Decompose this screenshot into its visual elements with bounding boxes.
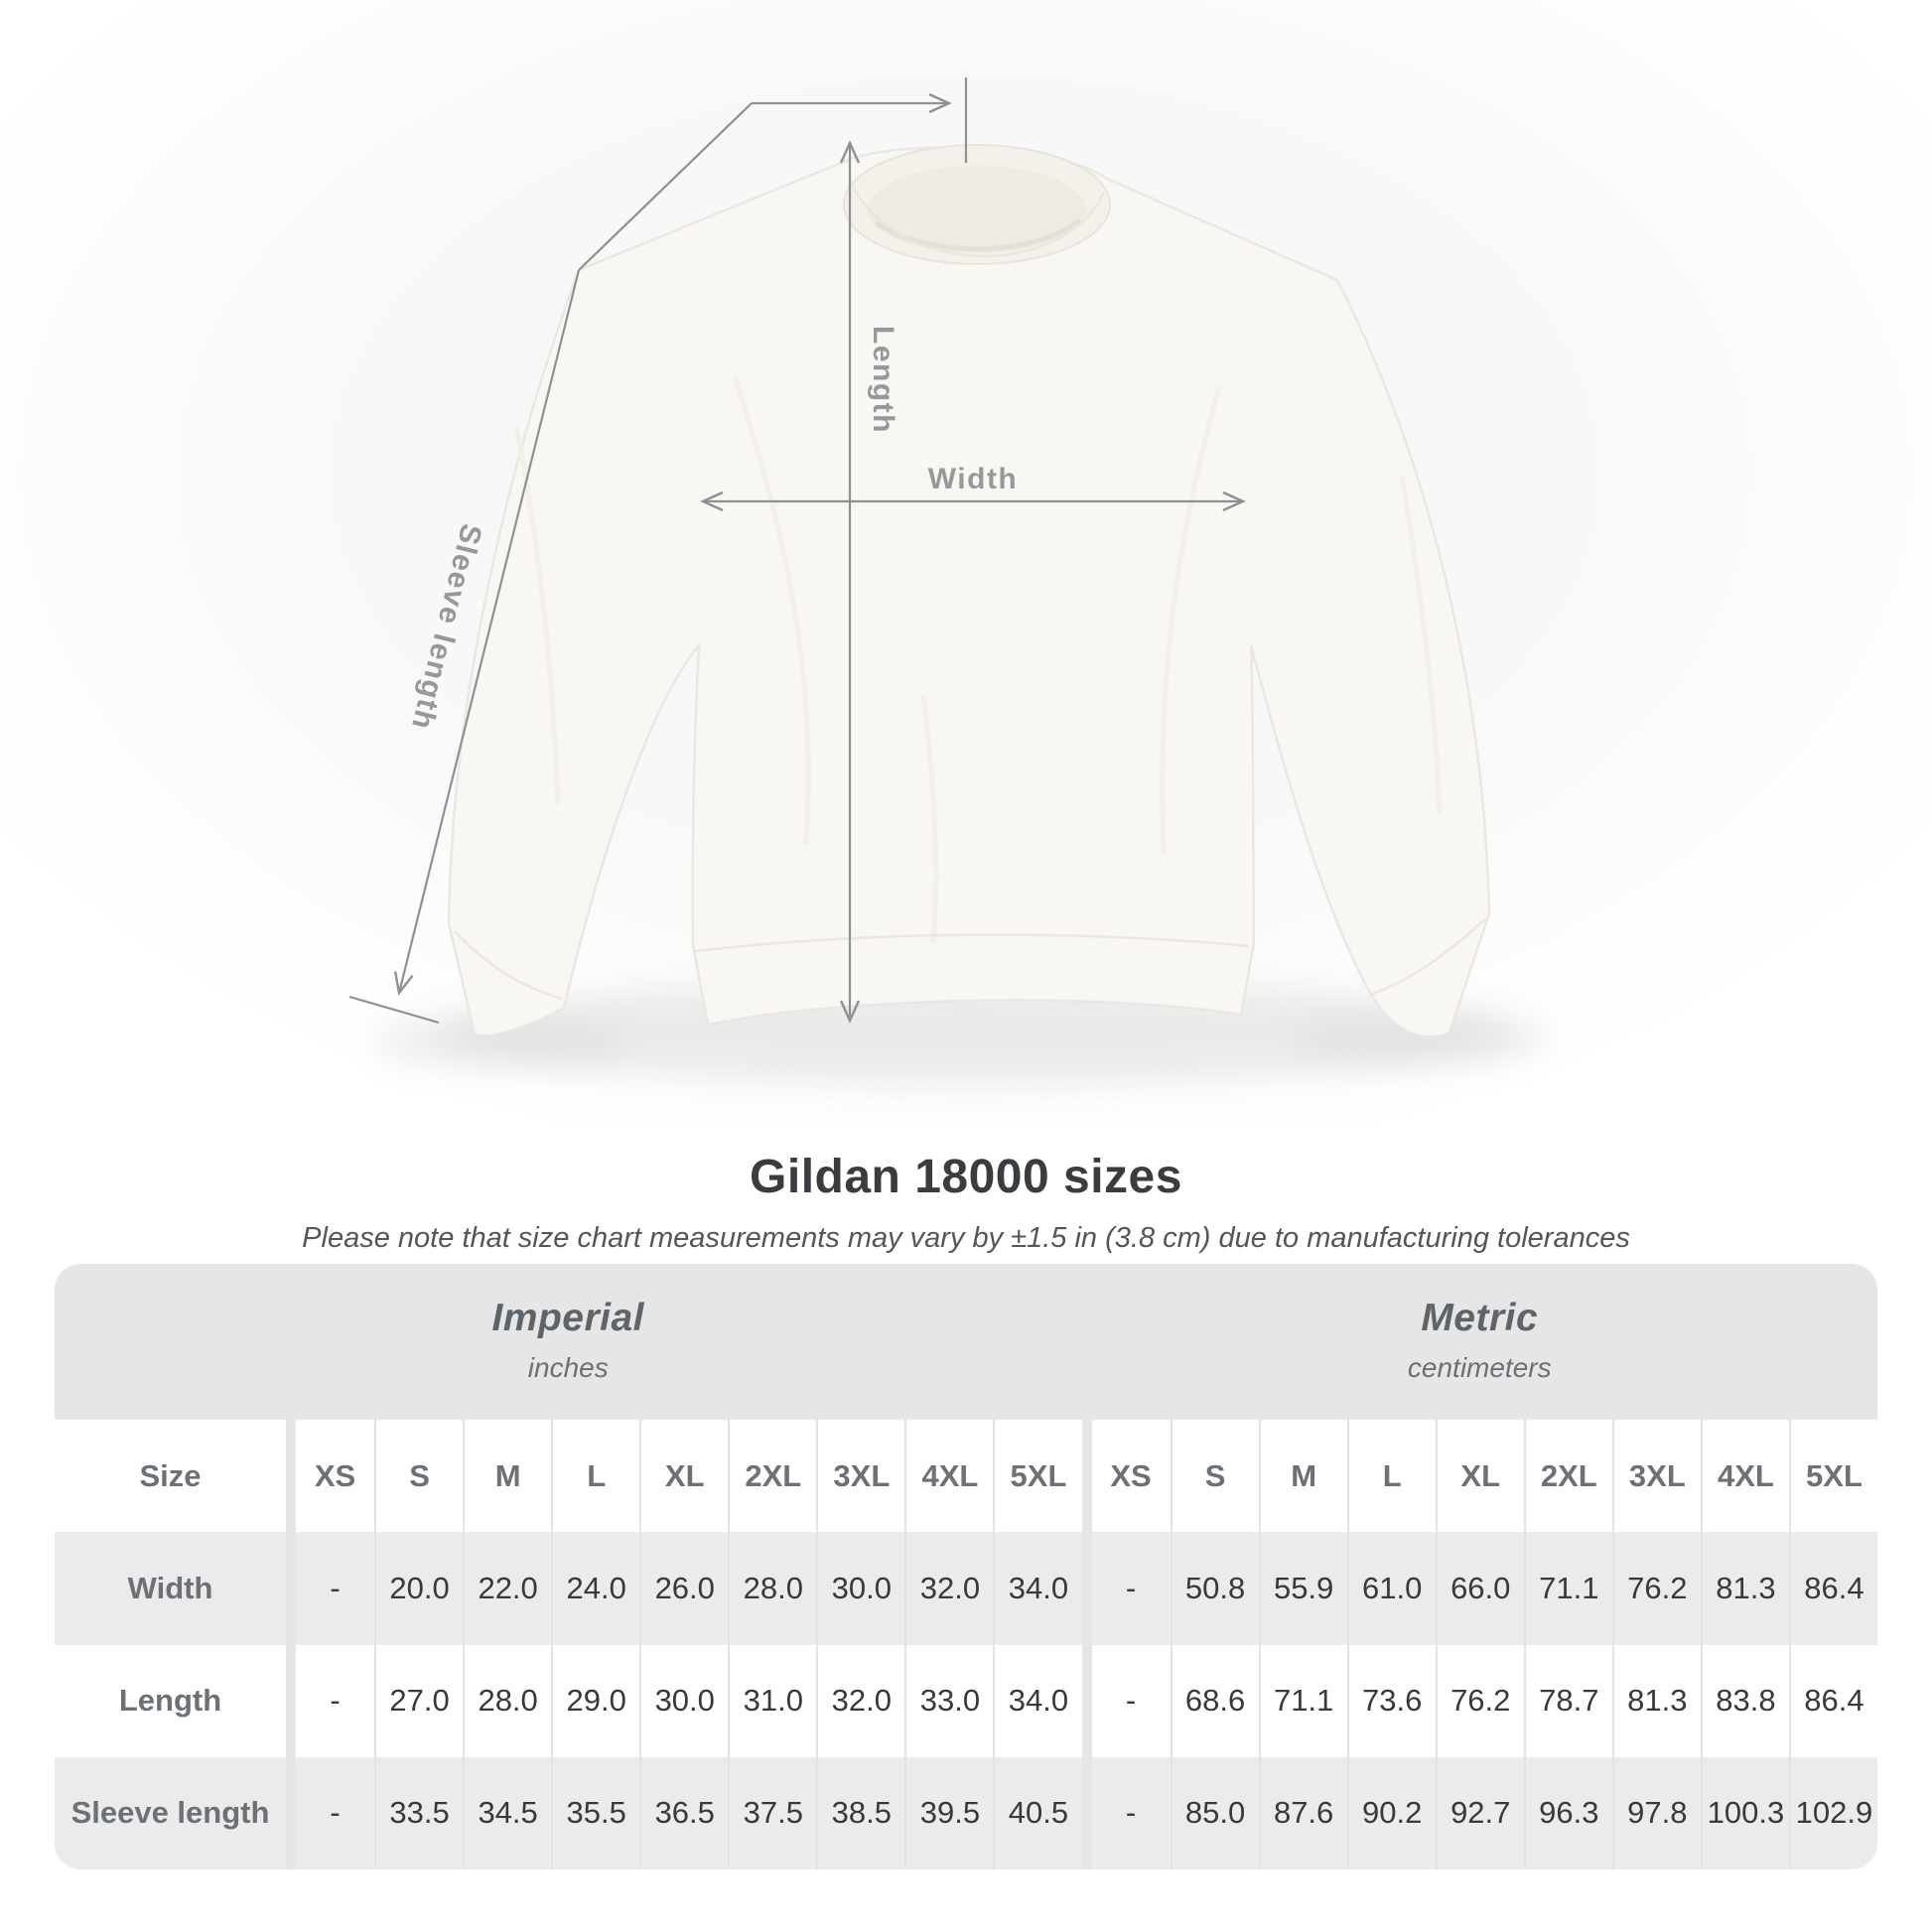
table-cell: 73.6 [1346, 1644, 1436, 1757]
imperial-section-header: Imperial inches [55, 1264, 1082, 1420]
table-cell: 87.6 [1258, 1756, 1347, 1869]
size-header: M [463, 1420, 551, 1533]
sleeve-end-tick [348, 995, 440, 1025]
size-header: XS [286, 1420, 374, 1533]
table-cell: 24.0 [551, 1532, 640, 1645]
size-header: L [551, 1420, 639, 1533]
collar [843, 144, 1111, 265]
sleeve-length-arrow [393, 269, 581, 996]
sweatshirt-illustration [447, 144, 1491, 1038]
table-cell: 50.8 [1170, 1532, 1259, 1645]
table-cell: 76.2 [1435, 1644, 1524, 1757]
table-cell: 40.5 [993, 1756, 1082, 1869]
size-column-header: Size [139, 1457, 202, 1493]
row-label: Sleeve length [55, 1756, 286, 1869]
size-header: 2XL [1523, 1420, 1612, 1533]
table-cell: 83.8 [1700, 1644, 1789, 1757]
size-header: 5XL [1788, 1420, 1877, 1533]
table-cell: 85.0 [1170, 1756, 1259, 1869]
sweatshirt-body [447, 146, 1491, 1038]
size-header: S [1170, 1420, 1259, 1533]
table-cell: 66.0 [1435, 1532, 1524, 1645]
size-header: 3XL [1611, 1420, 1701, 1533]
size-header: M [1258, 1420, 1347, 1533]
size-header: 4XL [1700, 1420, 1789, 1533]
size-header: S [374, 1420, 463, 1533]
table-cell: 30.0 [816, 1532, 905, 1645]
table-cell: - [1081, 1644, 1171, 1757]
table-cell: - [286, 1644, 374, 1757]
ribbing-seams [454, 918, 1486, 1001]
table-cell: 86.4 [1788, 1532, 1877, 1645]
table-cell: 30.0 [639, 1644, 728, 1757]
measurement-lines [348, 77, 1246, 1025]
table-cell: 78.7 [1523, 1644, 1612, 1757]
table-cell: 100.3 [1700, 1756, 1789, 1869]
table-cell: 86.4 [1788, 1644, 1877, 1757]
width-label: Width [928, 463, 1019, 495]
table-cell: 31.0 [728, 1644, 816, 1757]
table-cell: 35.5 [551, 1756, 640, 1869]
table-cell: - [1081, 1756, 1171, 1869]
table-cell: 38.5 [816, 1756, 905, 1869]
table-cell: 20.0 [374, 1532, 464, 1645]
size-table: Imperial inches Metric centimeters Size … [55, 1264, 1877, 1869]
table-cell: 102.9 [1788, 1756, 1877, 1869]
fabric-folds [513, 376, 1443, 944]
table-cell: 34.5 [463, 1756, 552, 1869]
size-header: XS [1081, 1420, 1171, 1533]
table-cell: 97.8 [1611, 1756, 1701, 1869]
table-cell: - [1081, 1532, 1171, 1645]
size-header: L [1346, 1420, 1436, 1533]
metric-section-header: Metric centimeters [1081, 1264, 1877, 1420]
table-cell: 96.3 [1523, 1756, 1612, 1869]
size-header: XL [1435, 1420, 1524, 1533]
table-cell: - [286, 1756, 375, 1869]
table-cell: 76.2 [1611, 1532, 1701, 1645]
table-cell: 71.1 [1523, 1532, 1612, 1645]
metric-units: centimeters [1407, 1351, 1552, 1383]
row-label: Width [55, 1532, 286, 1645]
table-cell: 29.0 [551, 1644, 639, 1757]
sweatshirt-measurement-diagram: Length Width Sleeve length [348, 77, 1547, 1084]
size-header: XL [639, 1420, 728, 1533]
size-header: 5XL [993, 1420, 1081, 1533]
size-header: 4XL [904, 1420, 993, 1533]
metric-title: Metric [1421, 1296, 1539, 1339]
table-cell: 36.5 [639, 1756, 729, 1869]
table-cell: 68.6 [1170, 1644, 1259, 1757]
size-tolerance-note: Please note that size chart measurements… [302, 1222, 1630, 1254]
table-cell: 37.5 [728, 1756, 817, 1869]
product-photo: Length Width Sleeve length [0, 0, 1932, 1127]
table-cell: 28.0 [463, 1644, 551, 1757]
table-cell: 39.5 [904, 1756, 994, 1869]
table-cell: 71.1 [1258, 1644, 1347, 1757]
imperial-units: inches [527, 1351, 609, 1383]
imperial-title: Imperial [491, 1296, 645, 1339]
table-cell: 90.2 [1346, 1756, 1436, 1869]
row-label: Length [118, 1683, 222, 1719]
table-cell: 34.0 [993, 1644, 1081, 1757]
table-cell: 34.0 [993, 1532, 1082, 1645]
size-header: 2XL [728, 1420, 816, 1533]
table-cell: 28.0 [728, 1532, 817, 1645]
table-cell: 61.0 [1346, 1532, 1436, 1645]
table-cell: 33.0 [904, 1644, 993, 1757]
table-cell: - [286, 1532, 375, 1645]
table-cell: 27.0 [374, 1644, 463, 1757]
table-cell: 26.0 [639, 1532, 729, 1645]
page-title: Gildan 18000 sizes [750, 1151, 1182, 1203]
table-cell: 32.0 [904, 1532, 994, 1645]
table-cell: 81.3 [1611, 1644, 1701, 1757]
length-label: Length [867, 326, 899, 434]
table-cell: 22.0 [463, 1532, 552, 1645]
table-cell: 92.7 [1435, 1756, 1524, 1869]
table-cell: 81.3 [1700, 1532, 1789, 1645]
table-cell: 32.0 [816, 1644, 904, 1757]
table-cell: 55.9 [1258, 1532, 1347, 1645]
table-cell: 33.5 [374, 1756, 464, 1869]
size-header: 3XL [816, 1420, 904, 1533]
shoulder-guide-line [578, 102, 753, 271]
